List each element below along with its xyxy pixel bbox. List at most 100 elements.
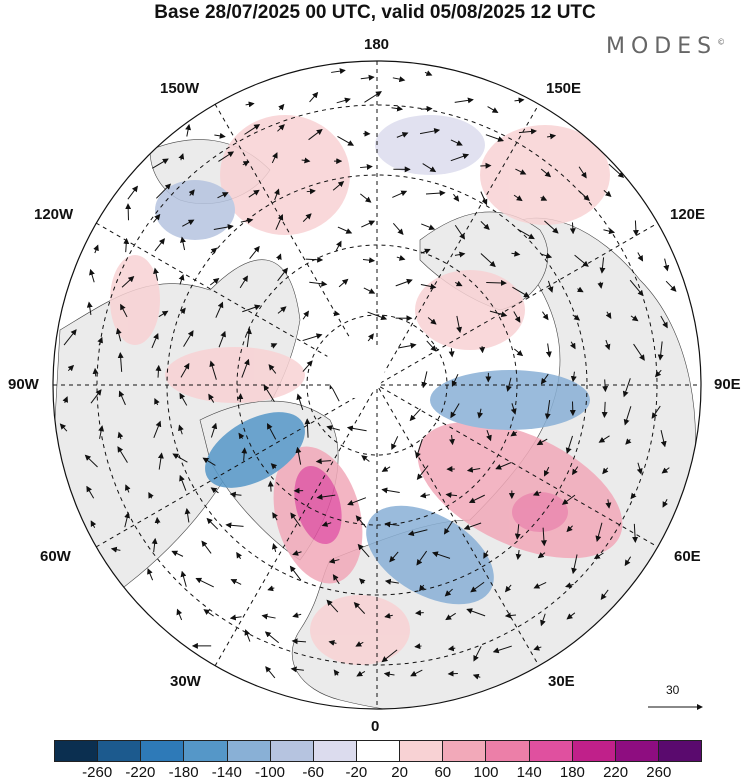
- wind-vector: [660, 430, 667, 448]
- wind-vector: [395, 278, 413, 287]
- colorbar-tick-label: 260: [646, 764, 672, 781]
- wind-vector: [158, 310, 169, 318]
- wind-vector: [364, 91, 382, 103]
- wind-vector: [603, 228, 616, 235]
- wind-vector: [239, 275, 248, 289]
- brand-logo: MODES©: [606, 34, 725, 59]
- wind-vector: [477, 408, 484, 419]
- wind-vector: [206, 517, 219, 530]
- wind-vector: [155, 183, 172, 199]
- wind-vector: [629, 279, 644, 297]
- wind-vector: [514, 97, 525, 104]
- wind-vector: [416, 550, 428, 566]
- colorbar-tick-label: -180: [168, 764, 199, 781]
- wind-vector: [566, 612, 576, 620]
- wind-vector: [333, 669, 340, 676]
- wind-vector: [426, 340, 437, 352]
- wind-vector: [90, 520, 97, 528]
- colorbar-tick-label: -220: [125, 764, 156, 781]
- wind-vector: [624, 556, 632, 567]
- wind-vector: [443, 520, 454, 535]
- wind-vector: [540, 195, 548, 201]
- wind-vector: [147, 568, 154, 581]
- wind-vector: [480, 191, 488, 206]
- wind-vector: [188, 189, 195, 196]
- wind-vector: [578, 166, 587, 179]
- wind-vector: [338, 278, 349, 288]
- wind-vector: [67, 364, 75, 372]
- pole-cap: [325, 338, 385, 398]
- wind-vector: [278, 103, 285, 111]
- colorbar-tick-label: -60: [302, 764, 325, 781]
- wind-vector: [383, 671, 395, 678]
- wind-vector: [98, 425, 105, 439]
- lon-label-90w: 90W: [8, 376, 39, 393]
- map-title: Base 28/07/2025 00 UTC, valid 05/08/2025…: [154, 2, 596, 23]
- wind-vector: [396, 255, 406, 261]
- wind-vector: [277, 124, 285, 132]
- wind-vector: [665, 280, 677, 292]
- wind-vector: [595, 522, 603, 542]
- wind-vector: [542, 311, 549, 321]
- wind-vector: [448, 348, 455, 358]
- wind-vector: [569, 341, 576, 350]
- wind-vector: [396, 132, 409, 138]
- wind-vector: [355, 641, 364, 647]
- wind-vector: [480, 221, 490, 231]
- wind-vector: [544, 466, 550, 477]
- wind-vector: [215, 301, 224, 318]
- wind-vector: [661, 467, 670, 474]
- wind-vector: [456, 315, 463, 334]
- wind-vector: [302, 310, 309, 320]
- wind-vector: [261, 613, 276, 620]
- wind-vector: [331, 68, 346, 75]
- wind-vector: [427, 317, 437, 325]
- wind-vector: [308, 128, 323, 141]
- wind-vector: [180, 570, 187, 587]
- wind-vector: [495, 461, 512, 470]
- wind-vector: [276, 253, 282, 261]
- wind-vector: [636, 462, 643, 475]
- wind-vector: [182, 219, 195, 227]
- wind-vector: [217, 192, 229, 199]
- lon-label-30e: 30E: [548, 673, 575, 690]
- wind-vector: [570, 371, 577, 383]
- wind-vector: [178, 274, 185, 285]
- colorbar-cell: [313, 741, 357, 761]
- wind-vector: [415, 438, 423, 459]
- wind-vector: [244, 629, 251, 642]
- wind-vector: [360, 74, 375, 81]
- wind-vector: [270, 343, 278, 349]
- wind-vector: [487, 106, 499, 113]
- wind-vector: [289, 565, 302, 581]
- wind-vector: [326, 599, 339, 613]
- wind-vector: [229, 614, 242, 621]
- wind-vector: [118, 390, 126, 406]
- wind-vector: [328, 639, 337, 646]
- wind-vector: [598, 435, 610, 443]
- colorbar-cell: [141, 741, 185, 761]
- negative-anomaly-siberia: [430, 370, 590, 430]
- wind-vector: [597, 281, 604, 289]
- wind-vector: [389, 551, 399, 563]
- wind-vector: [421, 223, 436, 231]
- colorbar-cell: [356, 741, 401, 761]
- lon-label-150w: 150W: [160, 80, 200, 97]
- lon-label-150e: 150E: [546, 80, 582, 97]
- wind-vector: [272, 512, 278, 521]
- wind-vector: [625, 438, 632, 445]
- wind-vector: [270, 463, 278, 470]
- wind-vector: [454, 224, 466, 240]
- wind-vector: [238, 432, 245, 440]
- wind-vector: [424, 70, 433, 76]
- wind-vector: [184, 507, 191, 523]
- wind-vector: [90, 389, 102, 404]
- wind-vector: [89, 268, 95, 283]
- wind-vector: [153, 267, 159, 281]
- wind-vector: [302, 213, 312, 222]
- wind-vector: [117, 431, 124, 440]
- wind-vector: [230, 579, 242, 585]
- wind-vector: [654, 369, 662, 378]
- lon-label-180: 180: [364, 36, 390, 53]
- wind-vector: [292, 612, 302, 618]
